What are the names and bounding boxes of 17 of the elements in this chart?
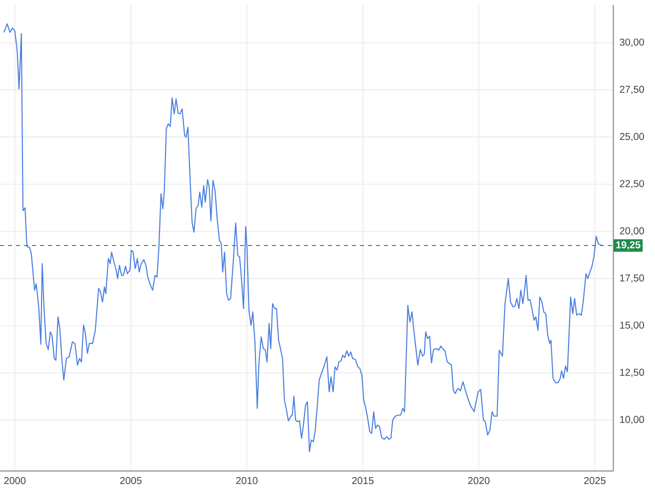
x-tick-label: 2025 [584, 477, 606, 484]
y-tick-label: 10,00 [620, 416, 644, 424]
x-tick-label: 2005 [120, 477, 142, 484]
x-tick-label: 2020 [468, 477, 490, 484]
y-tick-label: 17,50 [620, 274, 644, 283]
line-series [3, 23, 602, 452]
x-tick-label: 2000 [4, 477, 26, 484]
y-tick-label: 20,00 [620, 227, 644, 236]
y-tick-label: 22,50 [620, 180, 644, 188]
y-tick-label: 25,00 [620, 132, 644, 142]
x-tick-label: 2015 [352, 477, 374, 484]
y-tick-label: 15,00 [620, 322, 644, 330]
y-tick-label: 12,50 [620, 368, 644, 378]
x-tick-label: 2010 [236, 477, 258, 484]
ref-line-label: 19,25 [616, 241, 640, 250]
y-tick-label: 30,00 [620, 38, 644, 47]
y-tick-label: 27,50 [620, 86, 644, 94]
